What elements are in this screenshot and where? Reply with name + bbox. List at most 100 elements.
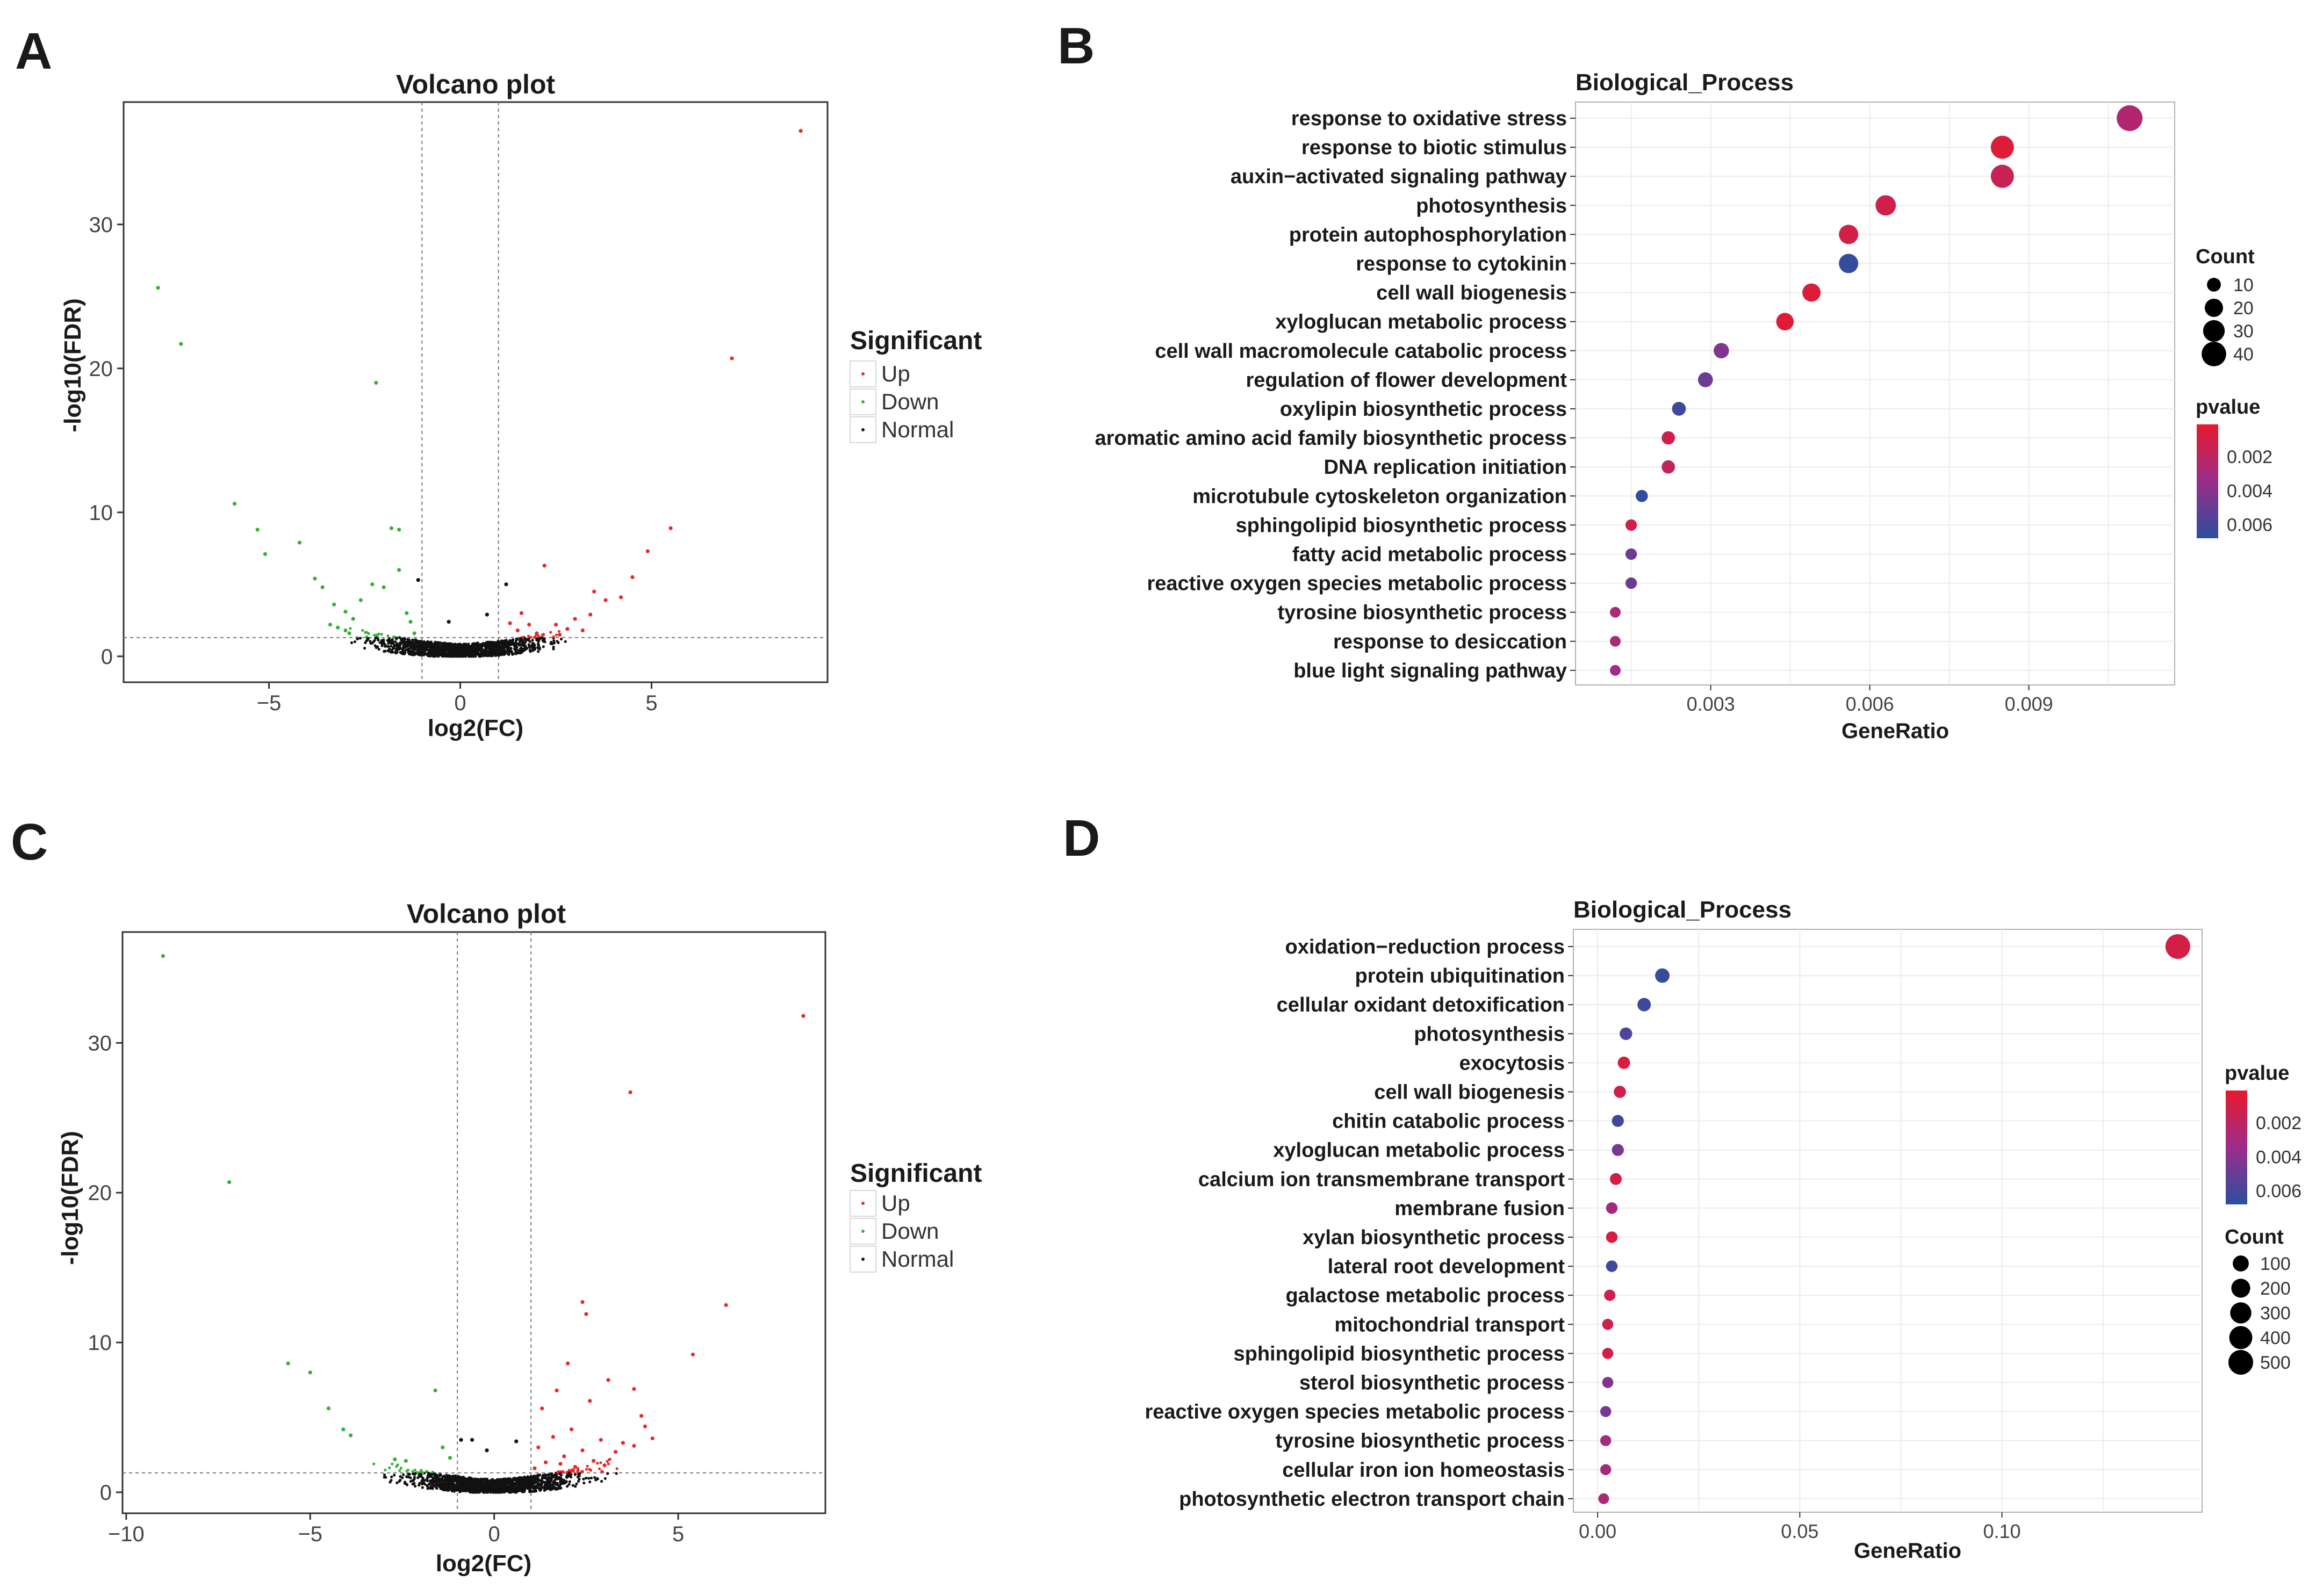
- background-point: [570, 1473, 573, 1476]
- volcano-point-down: [313, 576, 317, 581]
- background-point: [440, 1485, 443, 1489]
- background-point: [485, 652, 488, 655]
- background-point: [544, 1482, 547, 1485]
- background-point: [480, 646, 483, 649]
- background-point: [476, 642, 479, 645]
- background-point: [443, 1475, 446, 1478]
- volcano-point-down: [308, 1370, 312, 1375]
- volcano-point-up: [730, 356, 734, 360]
- background-point: [392, 646, 395, 649]
- volcano-a-panel: [123, 101, 829, 683]
- background-point: [514, 639, 518, 642]
- background-point: [396, 645, 399, 648]
- volcano-point-up: [632, 1386, 636, 1391]
- background-point: [487, 650, 491, 653]
- background-point: [550, 1483, 553, 1486]
- dotplot-d-grid: [1573, 929, 2202, 1512]
- volcano-c-ylabel: -log10(FDR): [57, 1131, 83, 1265]
- background-point: [537, 650, 540, 653]
- pvalue-legend-label: 0.002: [2227, 447, 2272, 467]
- background-point: [487, 641, 491, 645]
- background-point: [491, 1478, 494, 1481]
- volcano-point-normal: [470, 1438, 474, 1442]
- background-point: [615, 1472, 618, 1475]
- background-point: [459, 651, 463, 654]
- background-point: [538, 1489, 542, 1492]
- background-point: [531, 1483, 535, 1486]
- background-point: [398, 648, 401, 651]
- background-point: [428, 1483, 431, 1486]
- background-point: [542, 633, 545, 636]
- volcano-point-down: [408, 619, 413, 624]
- background-point: [420, 653, 423, 656]
- background-point: [546, 1474, 549, 1477]
- background-point: [492, 641, 495, 645]
- background-point: [358, 637, 362, 640]
- background-point: [399, 651, 402, 654]
- volcano-point-down: [336, 625, 340, 630]
- background-point: [430, 651, 434, 654]
- background-point: [566, 1485, 569, 1488]
- background-point: [540, 1479, 544, 1482]
- background-point: [421, 647, 424, 650]
- background-point: [435, 1474, 438, 1477]
- background-point: [505, 641, 509, 644]
- background-point: [497, 654, 500, 658]
- background-point: [522, 649, 525, 652]
- category-label: chitin catabolic process: [1332, 1110, 1565, 1133]
- background-point: [411, 1479, 414, 1482]
- background-point: [427, 1486, 430, 1490]
- dot-point: [1609, 1173, 1622, 1185]
- background-point: [445, 654, 449, 658]
- background-point: [425, 1484, 429, 1487]
- background-point: [407, 1472, 410, 1476]
- background-point: [464, 654, 467, 657]
- background-point: [576, 1469, 579, 1472]
- background-point: [436, 1479, 439, 1483]
- background-point: [582, 1482, 586, 1485]
- pvalue-colorbar: [2197, 424, 2218, 538]
- background-point: [471, 642, 474, 646]
- background-point: [381, 641, 384, 645]
- dot-point: [1617, 1056, 1630, 1069]
- background-point: [577, 1480, 580, 1483]
- dot-point: [1598, 1493, 1609, 1504]
- background-point: [599, 1461, 602, 1464]
- background-point: [528, 1479, 531, 1482]
- volcano-point-up: [519, 611, 524, 615]
- volcano-point-down: [263, 552, 268, 557]
- background-point: [555, 1483, 558, 1486]
- count-legend-dot: [2233, 1255, 2249, 1272]
- background-point: [467, 1476, 471, 1479]
- y-tick-label: 30: [89, 213, 113, 237]
- background-point: [350, 641, 354, 645]
- background-point: [537, 634, 540, 638]
- volcano-c-legend-title: Significant: [850, 1159, 982, 1188]
- background-point: [578, 1474, 581, 1478]
- background-point: [537, 644, 541, 647]
- background-point: [411, 638, 414, 641]
- background-point: [431, 654, 434, 657]
- background-point: [441, 645, 444, 648]
- volcano-point-up: [614, 1450, 618, 1454]
- background-point: [485, 1483, 489, 1486]
- background-point: [526, 1483, 529, 1486]
- background-point: [534, 1479, 537, 1482]
- background-point: [499, 1478, 502, 1482]
- background-point: [606, 1472, 609, 1475]
- background-point: [462, 1485, 465, 1489]
- background-point: [518, 649, 521, 653]
- dot-point: [1612, 1115, 1624, 1127]
- count-legend-title: Count: [2225, 1226, 2284, 1248]
- category-label: DNA replication initiation: [1324, 456, 1567, 479]
- volcano-point-up: [584, 1312, 588, 1316]
- background-point: [401, 1476, 404, 1479]
- x-tick-label: 0.00: [1579, 1520, 1616, 1542]
- x-tick-label: 0.006: [1846, 693, 1894, 715]
- volcano-point-down: [393, 1457, 397, 1462]
- background-point: [377, 632, 380, 635]
- volcano-a-title: Volcano plot: [396, 69, 556, 99]
- dot-point: [1625, 519, 1637, 531]
- background-point: [413, 653, 416, 656]
- volcano-point-down: [255, 528, 260, 532]
